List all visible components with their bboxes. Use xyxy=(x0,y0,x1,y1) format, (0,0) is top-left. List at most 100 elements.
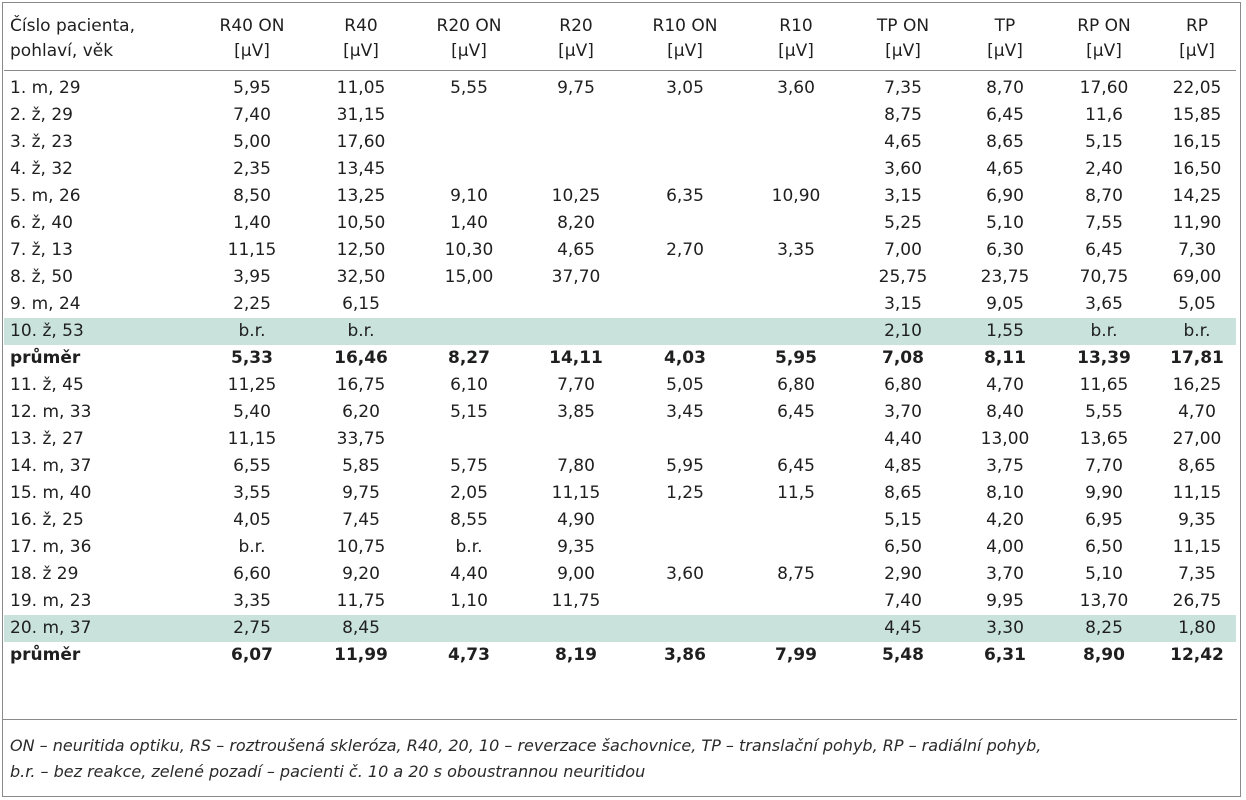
value-cell xyxy=(410,615,528,642)
value-cell xyxy=(624,426,746,453)
value-cell: 11,15 xyxy=(551,483,601,503)
row-label-cell: 13. ž, 27 xyxy=(10,429,84,449)
value-cell xyxy=(624,291,746,318)
value-cell: 23,75 xyxy=(980,267,1030,287)
table-row: 13. ž, 27 11,15 33,75 4,40 13,00 13,65 27,00 xyxy=(4,426,1236,453)
value-cell: 5,55 xyxy=(450,78,488,98)
value-cell: 4,65 xyxy=(986,159,1024,179)
value-cell xyxy=(624,210,746,237)
value-cell: 6,50 xyxy=(884,537,922,557)
table-body: 1. m, 29 5,95 11,05 5,55 9,75 3,05 3,60 7,35 8,7… xyxy=(4,71,1236,670)
table-row-highlighted: 10. ž, 53 b.r. b.r. 2,10 1,55 b.r. b.r. xyxy=(4,318,1236,345)
value-cell: 4,40 xyxy=(884,429,922,449)
value-cell: b.r. xyxy=(455,537,483,557)
value-cell: 6,07 xyxy=(231,645,273,665)
value-cell: 16,25 xyxy=(1172,375,1222,395)
value-cell: 8,90 xyxy=(1083,645,1125,665)
value-cell: 7,55 xyxy=(1085,213,1123,233)
table-row: 4. ž, 32 2,35 13,45 3,60 4,65 2,40 16,50 xyxy=(4,156,1236,183)
value-cell: 9,10 xyxy=(450,186,488,206)
value-cell xyxy=(624,588,746,615)
value-cell xyxy=(746,507,846,534)
value-cell: 9,05 xyxy=(986,294,1024,314)
value-cell xyxy=(746,426,846,453)
value-cell: 8,65 xyxy=(884,483,922,503)
value-cell: 11,90 xyxy=(1172,213,1222,233)
row-label-cell: 4. ž, 32 xyxy=(10,159,73,179)
value-cell xyxy=(410,156,528,183)
table-row: 19. m, 23 3,35 11,75 1,10 11,75 7,40 9,95 13,70… xyxy=(4,588,1236,615)
value-cell xyxy=(746,102,846,129)
value-cell: 4,03 xyxy=(664,348,706,368)
row-label-cell: 5. m, 26 xyxy=(10,186,81,206)
value-cell: 8,40 xyxy=(986,402,1024,422)
value-cell: 4,20 xyxy=(986,510,1024,530)
value-cell: 9,90 xyxy=(1085,483,1123,503)
table-row: 7. ž, 13 11,15 12,50 10,30 4,65 2,70 3,35 7,00 6… xyxy=(4,237,1236,264)
table-row: 3. ž, 23 5,00 17,60 4,65 8,65 5,15 16,15 xyxy=(4,129,1236,156)
value-cell: 16,15 xyxy=(1172,132,1222,152)
value-cell: 6,80 xyxy=(884,375,922,395)
value-cell xyxy=(528,291,624,318)
value-cell: 3,86 xyxy=(664,645,706,665)
value-cell xyxy=(746,210,846,237)
value-cell: 3,75 xyxy=(986,456,1024,476)
value-cell xyxy=(746,291,846,318)
value-cell: b.r. xyxy=(1158,318,1236,345)
value-cell: 11,65 xyxy=(1079,375,1129,395)
value-cell: 3,15 xyxy=(884,294,922,314)
value-cell: 13,00 xyxy=(980,429,1030,449)
row-label-cell: 2. ž, 29 xyxy=(10,105,73,125)
value-cell: 9,95 xyxy=(986,591,1024,611)
value-cell: 4,85 xyxy=(884,456,922,476)
value-cell: 3,60 xyxy=(666,564,704,584)
value-cell: 3,70 xyxy=(884,402,922,422)
value-cell: 15,85 xyxy=(1172,105,1222,125)
value-cell: 8,75 xyxy=(777,564,815,584)
value-cell: 4,73 xyxy=(448,645,490,665)
value-cell: 5,15 xyxy=(884,510,922,530)
value-cell: 11,25 xyxy=(227,375,277,395)
value-cell: 10,30 xyxy=(444,240,494,260)
table-row: 17. m, 36 b.r. 10,75 b.r. 9,35 6,50 4,00 6,50 11… xyxy=(4,534,1236,561)
value-cell: 5,00 xyxy=(233,132,271,152)
row-label-cell: 7. ž, 13 xyxy=(10,240,73,260)
table-row-highlighted: 20. m, 37 2,75 8,45 4,45 3,30 8,25 1,80 xyxy=(4,615,1236,642)
value-cell: b.r. xyxy=(1050,318,1158,345)
value-cell: 2,75 xyxy=(192,615,312,642)
value-cell: 8,50 xyxy=(233,186,271,206)
value-cell: 10,75 xyxy=(336,537,386,557)
value-cell: 6,20 xyxy=(342,402,380,422)
value-cell: 8,75 xyxy=(884,105,922,125)
value-cell xyxy=(410,426,528,453)
value-cell: 6,45 xyxy=(777,402,815,422)
value-cell xyxy=(528,156,624,183)
value-cell: 4,70 xyxy=(1178,402,1216,422)
value-cell xyxy=(746,318,846,345)
value-cell: 14,25 xyxy=(1172,186,1222,206)
value-cell xyxy=(528,129,624,156)
value-cell: 11,5 xyxy=(777,483,815,503)
value-cell: 16,46 xyxy=(334,348,388,368)
value-cell: 8,65 xyxy=(986,132,1024,152)
value-cell: 4,05 xyxy=(233,510,271,530)
value-cell: 2,40 xyxy=(1085,159,1123,179)
value-cell: 8,45 xyxy=(312,615,410,642)
value-cell: 6,35 xyxy=(666,186,704,206)
column-header-r40: R40 [µV] xyxy=(343,16,379,61)
value-cell xyxy=(410,102,528,129)
value-cell: 6,95 xyxy=(1085,510,1123,530)
value-cell xyxy=(528,318,624,345)
value-cell: 4,65 xyxy=(884,132,922,152)
row-label-cell: 8. ž, 50 xyxy=(10,267,73,287)
value-cell: 8,55 xyxy=(450,510,488,530)
value-cell: 3,35 xyxy=(233,591,271,611)
value-cell: 5,75 xyxy=(450,456,488,476)
value-cell: 11,15 xyxy=(227,429,277,449)
row-label-cell: 17. m, 36 xyxy=(10,537,92,557)
value-cell: 13,65 xyxy=(1079,429,1129,449)
row-label-cell: 19. m, 23 xyxy=(10,591,92,611)
value-cell: 1,55 xyxy=(960,318,1050,345)
value-cell: 12,50 xyxy=(336,240,386,260)
value-cell: 4,00 xyxy=(986,537,1024,557)
